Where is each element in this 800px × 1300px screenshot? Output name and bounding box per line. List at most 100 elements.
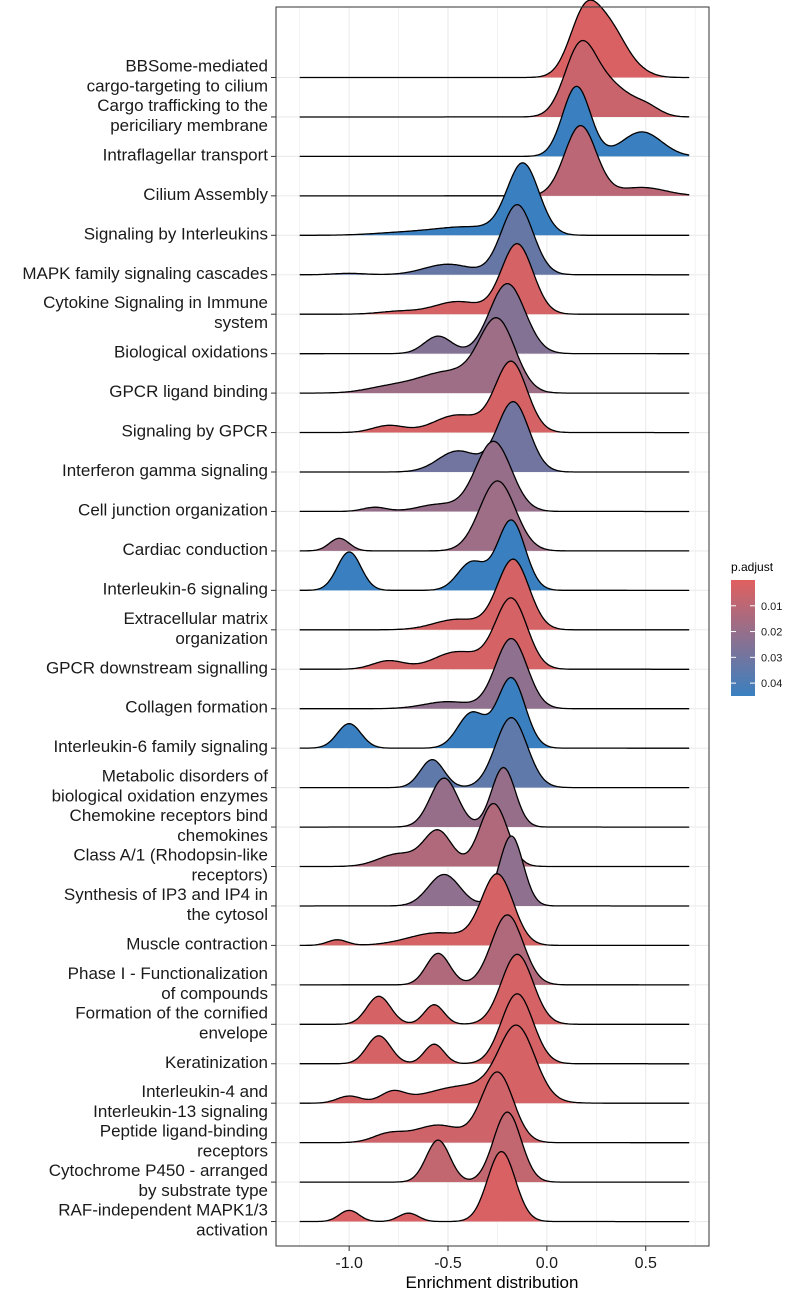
ridge-series	[299, 162, 690, 236]
ridge-outline	[299, 283, 690, 355]
y-tick-label: periciliary membrane	[110, 116, 268, 135]
y-tick-label: Chemokine receptors bind	[70, 806, 268, 825]
ridge-series	[299, 203, 690, 276]
ridge-outline	[299, 1071, 690, 1144]
ridge-fill	[299, 873, 690, 946]
y-tick-label: BBSome-mediated	[125, 57, 268, 76]
ridge-fill	[299, 914, 690, 985]
y-tick-label: activation	[196, 1221, 268, 1240]
ridge-fill	[299, 1112, 690, 1183]
x-tick-label: -0.5	[434, 1255, 462, 1272]
ridge-series	[299, 873, 690, 947]
ridge-outline	[299, 993, 690, 1065]
y-tick-label: Interleukin-6 signaling	[103, 579, 268, 598]
y-tick-label: Keratinization	[165, 1053, 268, 1072]
ridge-fill	[299, 993, 690, 1064]
y-tick-label: of compounds	[161, 984, 268, 1003]
y-tick-label: chemokines	[177, 826, 268, 845]
ridge-fill	[299, 677, 690, 749]
ridge-series	[299, 400, 690, 473]
ridge-fill	[299, 717, 690, 788]
y-tick-label: Cilium Assembly	[143, 185, 268, 204]
y-tick-label: Signaling by GPCR	[122, 422, 268, 441]
legend-tick-label: 0.03	[761, 652, 782, 664]
ridge-fill	[299, 767, 690, 828]
legend-title: p.adjust	[731, 560, 774, 574]
ridge-outline	[299, 766, 690, 828]
ridge-fill	[299, 441, 690, 512]
ridge-fill	[299, 1151, 690, 1222]
y-tick-label: Cytochrome P450 - arranged	[49, 1161, 268, 1180]
ridge-outline	[299, 400, 690, 473]
y-tick-label: MAPK family signaling cascades	[22, 264, 268, 283]
y-tick-label: receptors)	[191, 866, 268, 885]
ridge-fill	[299, 1025, 690, 1104]
ridge-outline	[299, 440, 690, 513]
ridge-series	[299, 360, 690, 434]
ridge-series	[299, 676, 690, 749]
ridges	[299, 0, 690, 1223]
y-tick-label: Class A/1 (Rhodopsin-like	[73, 846, 268, 865]
ridge-series	[299, 597, 690, 670]
y-tick-label: Cell junction organization	[78, 501, 268, 520]
y-tick-label: Interleukin-13 signaling	[93, 1102, 268, 1121]
y-tick-label: Phase I - Functionalization	[68, 964, 268, 983]
y-tick-label: Muscle contraction	[126, 934, 268, 953]
y-tick-label: Cytokine Signaling in Immune	[43, 293, 268, 312]
ridge-outline	[299, 85, 690, 158]
y-tick-label: Interferon gamma signaling	[62, 461, 268, 480]
y-tick-label: RAF-independent MAPK1/3	[58, 1201, 268, 1220]
y-tick-label: Formation of the cornified	[75, 1003, 268, 1022]
ridge-series	[299, 766, 690, 828]
legend-colorbar	[731, 580, 755, 696]
ridge-fill	[299, 954, 690, 1025]
ridge-series	[299, 39, 690, 118]
ridge-series	[299, 914, 690, 986]
ridge-outline	[299, 317, 690, 394]
x-axis: -1.0 -0.5 0.0 0.5	[335, 1246, 657, 1272]
ridge-series	[299, 993, 690, 1065]
y-tick-label: Interleukin-6 family signaling	[54, 737, 269, 756]
ridge-outline	[299, 1024, 690, 1104]
ridge-outline	[299, 1111, 690, 1183]
legend: p.adjust 0.01 0.02 0.03 0.04	[731, 560, 782, 696]
ridge-outline	[299, 676, 690, 749]
y-tick-label: GPCR downstream signalling	[46, 658, 268, 677]
ridge-series	[299, 1024, 690, 1104]
ridge-outline	[299, 162, 690, 236]
plot-border	[275, 6, 710, 1247]
ridge-series	[299, 716, 690, 789]
ridge-series	[299, 440, 690, 513]
y-tick-label: Synthesis of IP3 and IP4 in	[64, 885, 268, 904]
y-tick-label: organization	[175, 629, 268, 648]
y-tick-label: Signaling by Interleukins	[84, 224, 268, 243]
ridge-outline	[299, 716, 690, 789]
ridge-series	[299, 953, 690, 1025]
legend-tick-label: 0.01	[761, 601, 782, 613]
ridge-fill	[299, 204, 690, 275]
ridge-outline	[299, 242, 690, 315]
legend-ticks: 0.01 0.02 0.03 0.04	[731, 601, 782, 690]
ridge-series	[299, 1071, 690, 1144]
ridge-fill	[299, 125, 690, 196]
y-tick-label: Metabolic disorders of	[102, 767, 269, 786]
ridge-fill	[299, 519, 690, 591]
ridge-outline	[299, 802, 690, 868]
y-tick-label: the cytosol	[187, 905, 268, 924]
ridge-fill	[299, 1071, 690, 1143]
ridge-series	[299, 480, 690, 552]
ridge-outline	[299, 519, 690, 592]
ridge-fill	[299, 317, 690, 394]
y-tick-label: GPCR ligand binding	[109, 382, 268, 401]
ridge-outline	[299, 953, 690, 1025]
ridge-outline	[299, 558, 690, 631]
ridge-series	[299, 317, 690, 394]
y-tick-label: Peptide ligand-binding	[100, 1122, 268, 1141]
ridge-fill	[299, 401, 690, 472]
ridge-outline	[299, 203, 690, 276]
ridge-outline	[299, 1150, 690, 1223]
ridge-outline	[299, 0, 690, 79]
